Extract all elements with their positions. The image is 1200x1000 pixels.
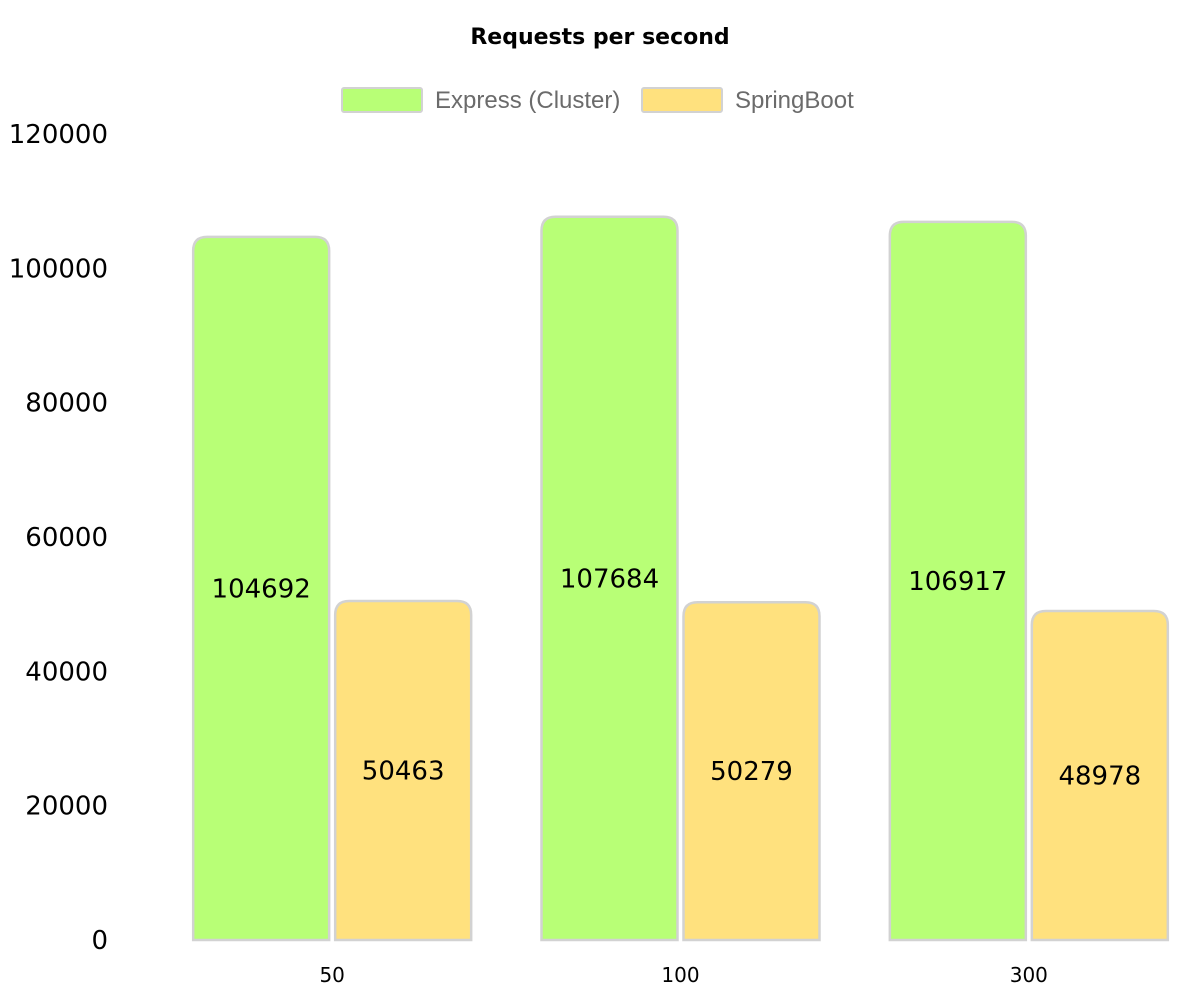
legend: Express (Cluster) SpringBoot [341, 87, 854, 114]
data-labels: 104692 50463 107684 50279 106917 48978 [212, 564, 1142, 791]
bar-express-300[interactable] [888, 220, 1028, 942]
bars [191, 215, 1170, 942]
data-label: 107684 [560, 564, 659, 594]
bar-springboot-300[interactable] [1030, 609, 1170, 942]
data-label: 104692 [212, 574, 311, 604]
legend-swatch-express [341, 87, 423, 113]
data-label: 106917 [908, 567, 1007, 597]
y-tick-label: 60000 [25, 523, 108, 553]
data-label: 50463 [362, 757, 445, 787]
data-label: 48978 [1058, 762, 1141, 792]
bar-express-100[interactable] [540, 215, 679, 942]
legend-item-express[interactable]: Express (Cluster) [341, 87, 620, 114]
x-tick-label: 50 [319, 963, 344, 987]
bar-springboot-100[interactable] [682, 601, 821, 942]
y-tick-label: 100000 [9, 254, 108, 284]
legend-label-express: Express (Cluster) [435, 87, 620, 114]
data-label: 50279 [710, 757, 793, 787]
y-axis: 0 20000 40000 60000 80000 100000 120000 [9, 120, 108, 956]
y-tick-label: 120000 [9, 120, 108, 150]
y-tick-label: 40000 [25, 657, 108, 687]
chart-title: Requests per second [470, 25, 729, 50]
x-tick-label: 100 [661, 963, 699, 987]
y-tick-label: 80000 [25, 389, 108, 419]
x-tick-label: 300 [1010, 963, 1048, 987]
bar-springboot-50[interactable] [333, 599, 473, 942]
legend-item-springboot[interactable]: SpringBoot [641, 87, 854, 114]
legend-swatch-springboot [641, 87, 723, 113]
y-tick-label: 0 [91, 926, 108, 956]
legend-label-springboot: SpringBoot [735, 87, 854, 114]
x-axis: 50 100 300 [319, 963, 1047, 987]
bar-express-50[interactable] [191, 235, 331, 942]
y-tick-label: 20000 [25, 792, 108, 822]
